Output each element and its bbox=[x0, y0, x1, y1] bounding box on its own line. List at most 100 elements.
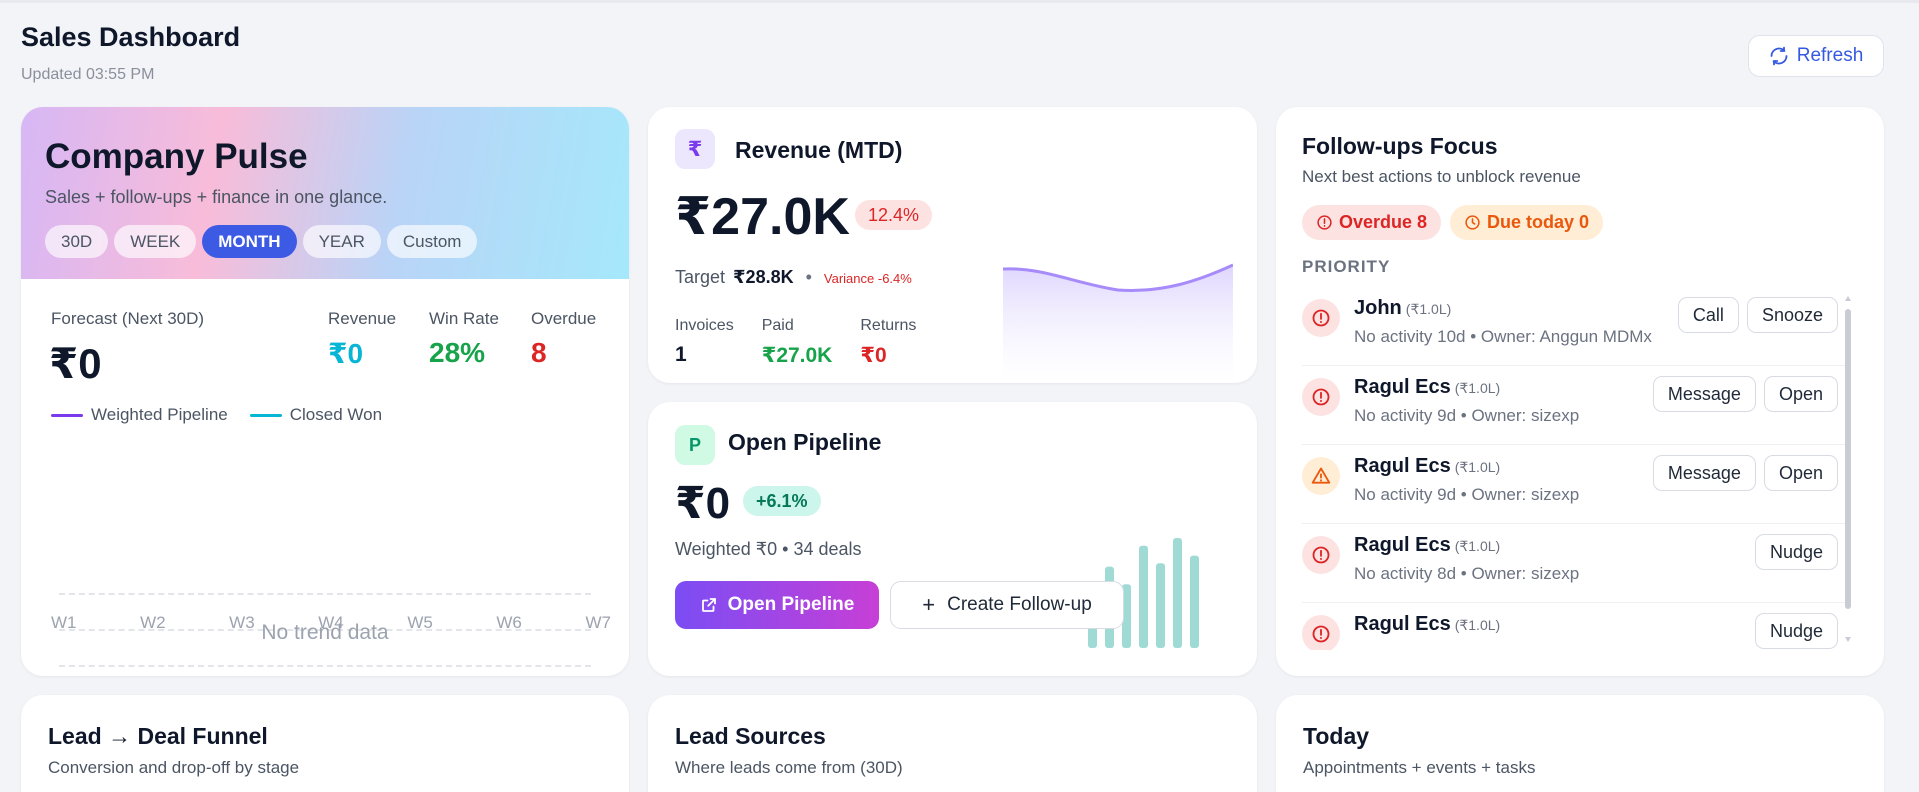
stat-label: Paid bbox=[761, 317, 794, 334]
overdue-label: Overdue 8 bbox=[1339, 212, 1428, 232]
plus-icon: + bbox=[922, 592, 936, 617]
pipeline-letter-icon: P bbox=[675, 425, 715, 465]
week-tick: W5 bbox=[407, 613, 433, 632]
follow-up-scrollbar[interactable] bbox=[1844, 295, 1852, 650]
follow-up-actions: Nudge bbox=[1754, 613, 1838, 649]
contact-name: Ragul Ecs bbox=[1354, 534, 1451, 556]
follow-up-item[interactable]: John (₹1.0L) No activity 10d • Owner: Ang… bbox=[1302, 287, 1848, 366]
follow-up-item[interactable]: Ragul Ecs (₹1.0L) Nudge bbox=[1302, 603, 1848, 650]
revenue-target-row: Target ₹28.8K • Variance -6.4% bbox=[675, 267, 912, 288]
refresh-button[interactable]: Refresh bbox=[1748, 35, 1884, 77]
trend-chart: No trend data bbox=[59, 477, 591, 667]
follow-up-actions: Message Open bbox=[1652, 455, 1838, 491]
range-selector: 30D WEEK MONTH YEAR Custom bbox=[45, 225, 478, 258]
follow-up-list: John (₹1.0L) No activity 10d • Owner: Ang… bbox=[1302, 287, 1848, 650]
open-pipeline-button[interactable]: Open Pipeline bbox=[675, 581, 879, 629]
legend-swatch bbox=[51, 413, 83, 417]
nudge-button[interactable]: Nudge bbox=[1754, 534, 1838, 570]
legend-weighted-pipeline: Weighted Pipeline bbox=[51, 405, 228, 425]
follow-ups-title: Follow-ups Focus bbox=[1302, 133, 1498, 159]
stat-invoices: Invoices 1 bbox=[675, 317, 734, 368]
range-week[interactable]: WEEK bbox=[114, 225, 197, 258]
follow-up-name: Ragul Ecs (₹1.0L) bbox=[1354, 534, 1500, 557]
open-pipeline-card: P Open Pipeline ₹0 +6.1% Weighted ₹0 • 3… bbox=[648, 402, 1257, 676]
updated-timestamp: Updated 03:55 PM bbox=[21, 66, 155, 83]
stat-value: ₹0 bbox=[860, 344, 887, 367]
revenue-change-badge: 12.4% bbox=[855, 200, 933, 230]
scroll-up-arrow-icon[interactable] bbox=[1844, 295, 1852, 303]
range-year[interactable]: YEAR bbox=[302, 225, 381, 258]
page-title: Sales Dashboard bbox=[21, 22, 241, 52]
week-tick: W3 bbox=[229, 613, 255, 632]
external-link-icon bbox=[701, 598, 716, 612]
follow-up-actions: Nudge bbox=[1754, 534, 1838, 570]
create-follow-up-button[interactable]: + Create Follow-up bbox=[890, 581, 1124, 629]
follow-up-filters: Overdue 8 Due today 0 bbox=[1302, 205, 1604, 240]
stat-paid: Paid ₹27.0K bbox=[762, 317, 833, 368]
variance-text: Variance -6.4% bbox=[823, 271, 912, 286]
message-button[interactable]: Message bbox=[1652, 376, 1756, 412]
kpi-win-rate-value: 28% bbox=[429, 337, 486, 368]
deal-amount: (₹1.0L) bbox=[1405, 301, 1452, 317]
revenue-stats: Invoices 1 Paid ₹27.0K Returns ₹0 bbox=[675, 317, 916, 368]
forecast-label: Forecast (Next 30D) bbox=[51, 309, 205, 328]
call-button[interactable]: Call bbox=[1677, 297, 1739, 333]
snooze-button[interactable]: Snooze bbox=[1746, 297, 1838, 333]
stat-label: Invoices bbox=[675, 317, 734, 334]
kpi-overdue: Overdue 8 bbox=[531, 309, 596, 369]
funnel-subtitle: Conversion and drop-off by stage bbox=[48, 758, 300, 777]
follow-up-name: John (₹1.0L) bbox=[1354, 297, 1451, 320]
week-axis: W1 W2 W3 W4 W5 W6 W7 bbox=[51, 613, 611, 633]
pulse-hero: Company Pulse Sales + follow-ups + finan… bbox=[21, 107, 629, 279]
revenue-value: ₹27.0K bbox=[675, 188, 850, 246]
message-button[interactable]: Message bbox=[1652, 455, 1756, 491]
legend-label: Weighted Pipeline bbox=[91, 405, 228, 424]
deal-amount: (₹1.0L) bbox=[1454, 380, 1501, 396]
pipeline-bar bbox=[1190, 555, 1199, 648]
lead-sources-card: Lead Sources Where leads come from (30D) bbox=[648, 695, 1257, 792]
legend-label: Closed Won bbox=[289, 405, 383, 424]
week-tick: W2 bbox=[140, 613, 166, 632]
kpi-overdue-value: 8 bbox=[531, 337, 547, 368]
range-custom[interactable]: Custom bbox=[386, 225, 478, 258]
week-tick: W1 bbox=[51, 613, 77, 632]
grid-line bbox=[59, 629, 591, 631]
today-title: Today bbox=[1303, 723, 1370, 749]
stat-value: ₹27.0K bbox=[761, 344, 833, 367]
open-button[interactable]: Open bbox=[1763, 376, 1838, 412]
follow-up-item[interactable]: Ragul Ecs (₹1.0L) No activity 9d • Owner:… bbox=[1302, 366, 1848, 445]
range-30d[interactable]: 30D bbox=[45, 225, 109, 258]
week-tick: W4 bbox=[318, 613, 344, 632]
revenue-sparkline bbox=[1003, 263, 1233, 377]
kpi-revenue: Revenue ₹0 bbox=[328, 309, 396, 370]
refresh-label: Refresh bbox=[1796, 45, 1864, 66]
lead-sources-subtitle: Where leads come from (30D) bbox=[675, 758, 903, 777]
priority-heading: PRIORITY bbox=[1302, 257, 1391, 276]
stat-returns: Returns ₹0 bbox=[860, 317, 916, 368]
follow-up-item[interactable]: Ragul Ecs (₹1.0L) No activity 9d • Owner:… bbox=[1302, 445, 1848, 524]
follow-up-item[interactable]: Ragul Ecs (₹1.0L) No activity 8d • Owner:… bbox=[1302, 524, 1848, 603]
deal-amount: (₹1.0L) bbox=[1454, 459, 1501, 475]
open-pipeline-label: Open Pipeline bbox=[727, 594, 855, 615]
pulse-subtitle: Sales + follow-ups + finance in one glan… bbox=[45, 187, 388, 207]
due-today-filter[interactable]: Due today 0 bbox=[1450, 205, 1604, 240]
open-button[interactable]: Open bbox=[1763, 455, 1838, 491]
grid-line bbox=[59, 593, 591, 595]
sparkline-area bbox=[1003, 265, 1233, 377]
top-border bbox=[0, 0, 1919, 3]
range-month[interactable]: MONTH bbox=[202, 225, 297, 258]
scroll-down-arrow-icon[interactable] bbox=[1844, 635, 1852, 643]
pipeline-change-badge: +6.1% bbox=[743, 486, 821, 516]
overdue-filter[interactable]: Overdue 8 bbox=[1302, 205, 1442, 240]
contact-name: Ragul Ecs bbox=[1354, 376, 1451, 398]
scroll-thumb[interactable] bbox=[1845, 309, 1851, 609]
separator-dot: • bbox=[805, 267, 812, 287]
kpi-win-rate: Win Rate 28% bbox=[429, 309, 499, 369]
pipeline-bar bbox=[1173, 538, 1182, 648]
clock-icon bbox=[1465, 215, 1480, 230]
follow-up-meta: No activity 8d • Owner: sizexp bbox=[1354, 564, 1580, 583]
nudge-button[interactable]: Nudge bbox=[1754, 613, 1838, 649]
follow-up-name: Ragul Ecs (₹1.0L) bbox=[1354, 376, 1500, 399]
legend-closed-won: Closed Won bbox=[249, 405, 383, 425]
warning-triangle-icon bbox=[1302, 457, 1340, 495]
